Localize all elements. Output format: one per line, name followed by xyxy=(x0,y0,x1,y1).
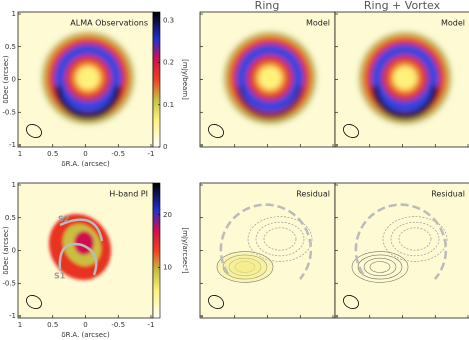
x-tick-label: 1 xyxy=(18,150,22,158)
y-axis-label: δDec (arcsec) xyxy=(2,226,10,274)
beam xyxy=(208,295,224,309)
x-tick-label: -0.5 xyxy=(111,321,125,329)
x-axis-label: δR.A. (arcsec) xyxy=(61,160,110,168)
panel-label: Residual xyxy=(296,190,330,199)
colorbar-tick-label: 0 xyxy=(163,143,167,151)
annotation: S2 xyxy=(58,215,69,224)
y-tick-label: 1 xyxy=(12,10,16,18)
contour-pos xyxy=(222,254,268,280)
contour-neg xyxy=(247,216,313,262)
beam xyxy=(26,124,42,138)
colorbar-tick-label: 10 xyxy=(163,264,172,272)
dark-arc xyxy=(54,85,122,120)
y-tick-label: 0 xyxy=(12,247,16,255)
colorbar xyxy=(152,11,161,148)
dark-arc xyxy=(371,85,439,120)
image xyxy=(335,183,469,318)
x-tick-label: 0 xyxy=(83,321,87,329)
beam xyxy=(26,295,42,309)
beam xyxy=(208,124,224,138)
y-tick-label: 0.5 xyxy=(5,214,16,222)
y-axis-label: δDec (arcsec) xyxy=(2,55,10,103)
x-tick-label: -1 xyxy=(148,321,155,329)
colorbar-label: [mJy/arcsec²] xyxy=(181,227,189,274)
panel-label: H-band PI xyxy=(109,190,148,199)
y-tick-label: -1 xyxy=(9,312,16,320)
panel-label: ALMA Observations xyxy=(70,19,148,28)
y-tick-label: 1 xyxy=(12,181,16,189)
ring-band xyxy=(258,66,282,90)
contour-pos xyxy=(234,261,256,273)
contour-neg xyxy=(255,221,305,257)
colorbar-tick-label: 0.2 xyxy=(163,59,174,67)
ring xyxy=(224,32,316,124)
ring-band xyxy=(76,66,100,90)
y-tick-label: -0.5 xyxy=(2,279,16,287)
contour-pos xyxy=(228,257,262,277)
x-tick-label: 0 xyxy=(83,150,87,158)
x-tick-label: 0.5 xyxy=(47,321,58,329)
x-tick-label: 0.5 xyxy=(47,150,58,158)
contour-neg xyxy=(390,221,440,257)
image xyxy=(200,12,335,147)
ring-band xyxy=(393,66,417,90)
column-title: Ring + Vortex xyxy=(364,0,441,12)
colorbar-tick-label: 0.1 xyxy=(163,101,174,109)
colorbar-label: [mJy/beam] xyxy=(181,59,189,100)
dark-arc xyxy=(236,85,304,120)
spiral xyxy=(58,242,98,276)
contour-neg xyxy=(398,227,432,251)
panel-label: Model xyxy=(306,19,330,28)
x-tick-label: -0.5 xyxy=(111,150,125,158)
colorbar xyxy=(152,182,161,319)
contour-pos xyxy=(357,254,403,280)
colorbar-tick-label: 0.3 xyxy=(163,16,174,24)
contour-pos xyxy=(369,261,391,273)
beam xyxy=(343,295,359,309)
colorbar-tick-label: 20 xyxy=(163,211,172,219)
ring-outline xyxy=(354,203,448,280)
y-tick-label: -0.5 xyxy=(2,108,16,116)
x-tick-label: -1 xyxy=(148,150,155,158)
y-tick-label: 0 xyxy=(12,76,16,84)
contour-pos xyxy=(216,251,274,283)
contour-pos xyxy=(351,251,409,283)
panel-label: Residual xyxy=(431,190,465,199)
image xyxy=(200,183,335,318)
annotation: S1 xyxy=(54,272,66,281)
ring-outline xyxy=(219,203,313,280)
y-tick-label: 0.5 xyxy=(5,43,16,51)
column-title: Ring xyxy=(255,0,280,12)
image xyxy=(18,183,153,318)
contour-pos xyxy=(363,257,397,277)
beam xyxy=(343,124,359,138)
contour-neg xyxy=(263,227,297,251)
x-tick-label: 1 xyxy=(18,321,22,329)
ring xyxy=(359,32,451,124)
spiral xyxy=(59,218,104,242)
image xyxy=(18,12,153,147)
panel-label: Model xyxy=(441,19,465,28)
image xyxy=(335,12,469,147)
ring xyxy=(42,32,134,124)
y-tick-label: -1 xyxy=(9,141,16,149)
x-axis-label: δR.A. (arcsec) xyxy=(61,331,110,339)
contour-neg xyxy=(382,216,448,262)
